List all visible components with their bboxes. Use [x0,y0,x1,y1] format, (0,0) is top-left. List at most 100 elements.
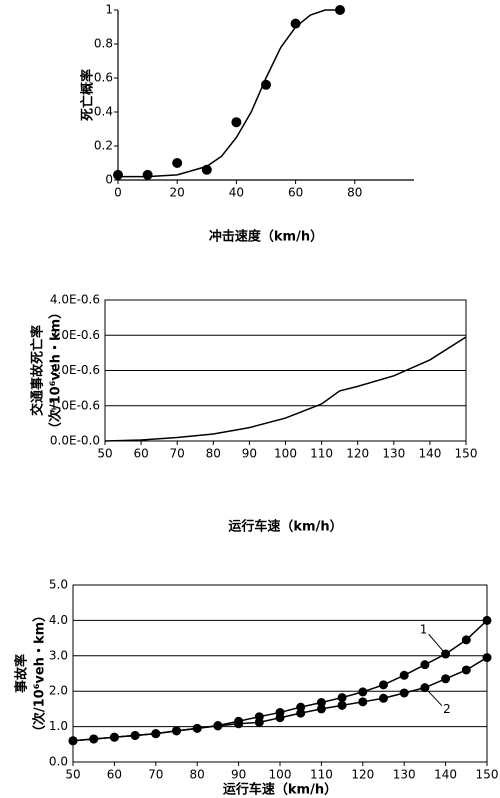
data-point [201,164,212,175]
y-tick-label: 1.0 [49,719,68,733]
data-point [399,688,409,698]
data-point [379,693,388,703]
data-point [290,18,301,29]
x-tick-label: 60 [288,186,303,200]
y-tick-label: 4.0 [49,613,68,627]
y-axis-label: （次/10⁶veh・km） [32,609,48,738]
y-tick-label: 5.0 [49,578,68,592]
data-point [420,660,430,670]
data-point [213,721,223,731]
y-tick-label: 4.0E-0.6 [50,293,100,307]
y-tick-label: 2.0E-0.6 [50,363,100,377]
data-point [231,117,242,128]
data-point [113,169,123,180]
data-point [261,79,271,90]
leader-line [428,633,446,655]
x-tick-label: 140 [434,768,457,782]
x-tick-label: 130 [393,768,416,782]
y-axis-label: 事故率 [14,654,30,693]
y-axis-label: 死亡概率 [80,69,96,121]
series-line [72,656,488,742]
x-tick-label: 140 [418,447,441,461]
axes [117,10,414,181]
x-tick-label: 80 [190,768,205,782]
x-tick-label: 150 [476,768,499,782]
data-point [89,734,99,744]
x-tick-label: 90 [242,447,257,461]
y-tick-label: 0.0E-0.0 [50,434,100,448]
y-tick-label: 0.4 [94,105,113,119]
y-tick-label: 1 [105,3,113,17]
x-tick-label: 100 [269,768,292,782]
x-tick-label: 60 [107,768,122,782]
leader-line [424,687,443,707]
x-tick-label: 80 [347,186,362,200]
x-tick-label: 90 [231,768,246,782]
data-point [192,723,202,733]
x-tick-label: 150 [455,447,478,461]
series-line [118,9,340,178]
x-tick-label: 40 [229,186,244,200]
data-point [234,719,244,729]
series-line [72,619,488,742]
y-tick-label: 0 [105,173,113,187]
data-point [337,693,347,703]
plot-frame [104,299,467,442]
data-point [296,708,306,718]
data-point [130,730,140,740]
data-point [316,698,326,708]
y-tick-label: 0.8 [94,37,113,51]
x-tick-label: 110 [310,768,333,782]
x-tick-label: 70 [148,768,163,782]
x-tick-label: 70 [170,447,185,461]
data-point [316,704,326,714]
data-point [142,169,153,180]
y-tick-label: 3.0E-0.6 [50,328,100,342]
x-tick-label: 0 [114,186,122,200]
y-tick-label: 0.2 [94,139,113,153]
data-point [337,700,347,710]
series-label: 2 [443,702,451,716]
data-point [379,680,388,690]
x-tick-label: 80 [206,447,221,461]
y-tick-label: 0.0 [49,755,68,769]
data-point [68,736,78,746]
x-tick-label: 130 [382,447,405,461]
y-tick-label: 0.6 [94,71,113,85]
x-tick-label: 20 [170,186,185,200]
x-tick-label: 100 [274,447,297,461]
data-point [441,674,451,684]
data-point [482,653,492,663]
x-tick-label: 120 [351,768,374,782]
data-point [151,729,161,739]
data-point [399,670,409,680]
data-point [172,726,181,736]
y-axis-label: 交通事故死亡率 [30,325,46,416]
x-tick-label: 110 [310,447,333,461]
data-point [358,687,368,697]
data-point [335,5,345,15]
y-tick-label: 3.0 [49,648,68,662]
x-axis-label: 运行车速（km/h） [223,782,337,798]
data-point [482,615,492,625]
y-axis-label: （次/10⁶veh・km） [48,306,64,435]
x-axis-label: 运行车速（km/h） [228,519,342,535]
y-tick-label: 1.0E-0.6 [50,398,100,412]
y-tick-label: 2.0 [49,684,68,698]
data-point [109,732,119,742]
x-tick-label: 50 [65,768,80,782]
x-tick-label: 50 [97,447,112,461]
data-point [275,713,285,723]
data-point [172,158,183,168]
x-tick-label: 120 [346,447,369,461]
plot-frame [72,584,488,763]
series-line [104,336,467,442]
x-tick-label: 60 [133,447,148,461]
data-point [254,717,264,727]
data-point [461,665,471,675]
x-axis-label: 冲击速度（km/h） [209,229,323,245]
data-point [358,697,368,707]
series-label: 1 [420,623,428,637]
data-point [461,635,471,645]
